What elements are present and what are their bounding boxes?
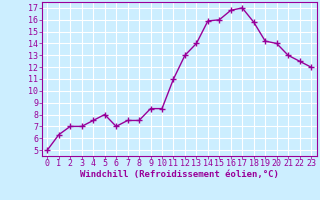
X-axis label: Windchill (Refroidissement éolien,°C): Windchill (Refroidissement éolien,°C) [80, 170, 279, 179]
